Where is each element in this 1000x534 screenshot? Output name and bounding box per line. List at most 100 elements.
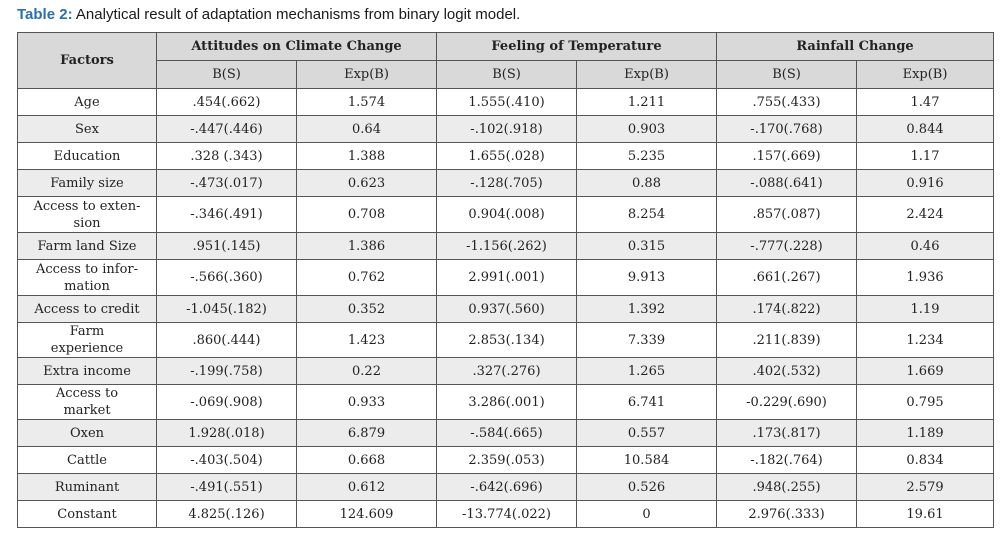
table-row: Family size -.473(.017) 0.623 -.128(.705) 0.… (17, 169, 995, 197)
value-cell: 0.708 (295, 196, 438, 233)
value-cell: 9.913 (576, 259, 718, 296)
value-cell: 1.423 (295, 322, 438, 358)
value-cell: -.069(.908) (156, 384, 297, 420)
value-cell: 0 (576, 500, 718, 528)
value-cell: 0.844 (856, 115, 995, 143)
table-row: Oxen 1.928(.018) 6.879 -.584(.665) 0.557.173… (17, 419, 995, 447)
value-cell: -.584(.665) (436, 419, 578, 447)
value-cell: 0.46 (856, 232, 995, 260)
value-cell: 2.579 (856, 473, 995, 501)
value-cell: 2.976(.333) (716, 500, 858, 528)
value-cell: -.447(.446) (156, 115, 297, 143)
factor-cell: Sex (17, 115, 157, 143)
factor-cell: Access to credit (17, 295, 157, 323)
value-cell: 0.937(.560) (436, 295, 578, 323)
value-cell: 0.88 (576, 169, 718, 197)
value-cell: 1.936 (856, 259, 995, 296)
table-row: Constant 4.825(.126) 124.609 -13.774(.022) 0… (17, 500, 995, 528)
value-cell: 0.352 (295, 295, 438, 323)
value-cell: -.102(.918) (436, 115, 578, 143)
factor-cell: Education (17, 142, 157, 170)
value-cell: -.170(.768) (716, 115, 858, 143)
value-cell: -13.774(.022) (436, 500, 578, 528)
value-cell: 0.762 (295, 259, 438, 296)
value-cell: .157(.669) (716, 142, 858, 170)
table-body: Age .454(.662) 1.574 1.555(.410) 1.211.755(.… (17, 88, 995, 528)
results-table: Factors Attitudes on Climate Change Feel… (17, 32, 995, 528)
subcol-header: B(S) (156, 60, 297, 89)
subcol-header: Exp(B) (576, 60, 718, 89)
table-row: Access to market -.069(.908) 0.933 3.286(.0… (17, 384, 995, 420)
factor-cell: Extra income (17, 357, 157, 385)
value-cell: 0.795 (856, 384, 995, 420)
value-cell: 1.669 (856, 357, 995, 385)
value-cell: .860(.444) (156, 322, 297, 358)
value-cell: 0.903 (576, 115, 718, 143)
factor-cell: Access to exten-sion (17, 196, 157, 233)
value-cell: -1.045(.182) (156, 295, 297, 323)
table-row: Extra income -.199(.758) 0.22.327(.276) 1.2… (17, 357, 995, 385)
table-caption-label: Table 2: (17, 6, 73, 23)
value-cell: 124.609 (295, 500, 438, 528)
value-cell: -.491(.551) (156, 473, 297, 501)
value-cell: -.403(.504) (156, 446, 297, 474)
value-cell: 0.623 (295, 169, 438, 197)
table-caption-text: Analytical result of adaptation mechanis… (72, 6, 521, 23)
factor-cell: Family size (17, 169, 157, 197)
value-cell: 0.916 (856, 169, 995, 197)
value-cell: 0.526 (576, 473, 718, 501)
value-cell: 2.359(.053) (436, 446, 578, 474)
value-cell: .857(.087) (716, 196, 858, 233)
value-cell: .661(.267) (716, 259, 858, 296)
value-cell: .328 (.343) (156, 142, 297, 170)
value-cell: 1.47 (856, 88, 995, 116)
value-cell: 0.64 (295, 115, 438, 143)
factor-cell: Farm experience (17, 322, 157, 358)
value-cell: 7.339 (576, 322, 718, 358)
value-cell: .948(.255) (716, 473, 858, 501)
factor-cell: Access to infor-mation (17, 259, 157, 296)
group-header-attitudes: Attitudes on Climate Change (155, 32, 438, 61)
subcol-header: B(S) (716, 60, 858, 89)
value-cell: 2.853(.134) (436, 322, 578, 358)
factor-cell: Constant (17, 500, 157, 528)
value-cell: .211(.839) (716, 322, 858, 358)
value-cell: 0.834 (856, 446, 995, 474)
value-cell: 1.574 (295, 88, 438, 116)
value-cell: .173(.817) (716, 419, 858, 447)
value-cell: 1.234 (856, 322, 995, 358)
value-cell: -.182(.764) (716, 446, 858, 474)
value-cell: .951(.145) (156, 232, 297, 260)
subcol-header: Exp(B) (856, 60, 995, 89)
value-cell: 1.19 (856, 295, 995, 323)
factor-cell: Ruminant (17, 473, 157, 501)
value-cell: 6.741 (576, 384, 718, 420)
value-cell: 1.655(.028) (436, 142, 578, 170)
table-row: Access to infor-mation -.566(.360) 0.762 2.… (17, 259, 995, 296)
table-row: Cattle -.403(.504) 0.668 2.359(.053) 10.584-… (17, 446, 995, 474)
factor-cell: Farm land Size (17, 232, 157, 260)
value-cell: 1.928(.018) (156, 419, 297, 447)
factor-cell: Cattle (17, 446, 157, 474)
factor-cell: Age (17, 88, 157, 116)
value-cell: -.642(.696) (436, 473, 578, 501)
value-cell: 1.386 (295, 232, 438, 260)
value-cell: 1.388 (295, 142, 438, 170)
factors-header: Factors (17, 32, 157, 89)
table-row: Access to exten-sion -.346(.491) 0.708 0.90… (17, 196, 995, 233)
group-header-temperature: Feeling of Temperature (436, 32, 718, 61)
value-cell: 3.286(.001) (436, 384, 578, 420)
table-row: Access to credit -1.045(.182) 0.352 0.937(.… (17, 295, 995, 323)
table-row: Ruminant -.491(.551) 0.612 -.642(.696) 0.526… (17, 473, 995, 501)
table-caption: Table 2: Analytical result of adaptation… (17, 6, 520, 26)
value-cell: 0.668 (295, 446, 438, 474)
table-row: Farm experience .860(.444) 1.423 2.853(.134… (17, 322, 995, 358)
table-row: Sex -.447(.446) 0.64 -.102(.918) 0.903 -.170(… (17, 115, 995, 143)
value-cell: .327(.276) (436, 357, 578, 385)
value-cell: -.128(.705) (436, 169, 578, 197)
value-cell: -.473(.017) (156, 169, 297, 197)
value-cell: 1.17 (856, 142, 995, 170)
subcol-header: Exp(B) (295, 60, 438, 89)
value-cell: -0.229(.690) (716, 384, 858, 420)
value-cell: 0.612 (295, 473, 438, 501)
